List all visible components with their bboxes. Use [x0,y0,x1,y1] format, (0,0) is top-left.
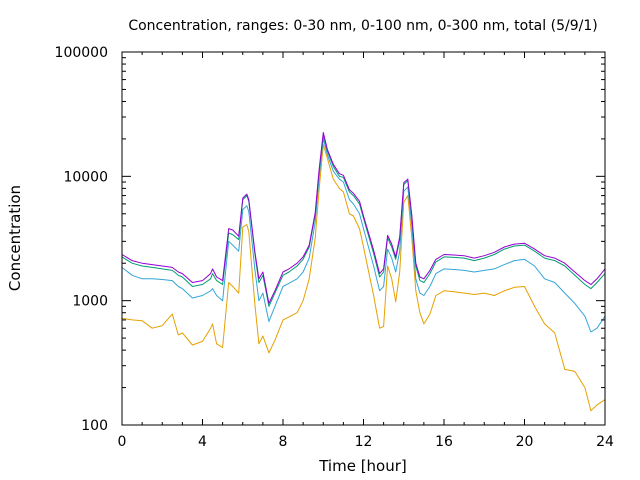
chart-title: Concentration, ranges: 0-30 nm, 0-100 nm… [128,18,597,34]
x-tick-label: 8 [279,434,288,450]
series-line-3 [121,134,606,307]
plot-frame [121,51,606,426]
x-axis-label: Time [hour] [318,457,407,475]
series-line-4 [121,132,606,304]
x-tick-label: 0 [118,434,127,450]
tick-label-layer: 0 4 8 12 16 20 24 100 1000 10000 100000 [55,45,614,450]
y-tick-label: 100 [81,418,108,434]
x-tick-label: 16 [435,434,453,450]
x-tick-label: 24 [596,434,614,450]
series-line-2 [121,138,606,333]
series-line-1 [121,144,606,412]
y-tick-label: 10000 [63,169,108,185]
x-tick-label: 12 [355,434,373,450]
x-tick-label: 4 [198,434,207,450]
y-tick-label: 100000 [55,45,108,61]
x-tick-label: 20 [516,434,534,450]
series-layer [121,132,606,412]
y-tick-label: 1000 [72,294,108,310]
y-axis-label: Concentration [6,185,24,291]
